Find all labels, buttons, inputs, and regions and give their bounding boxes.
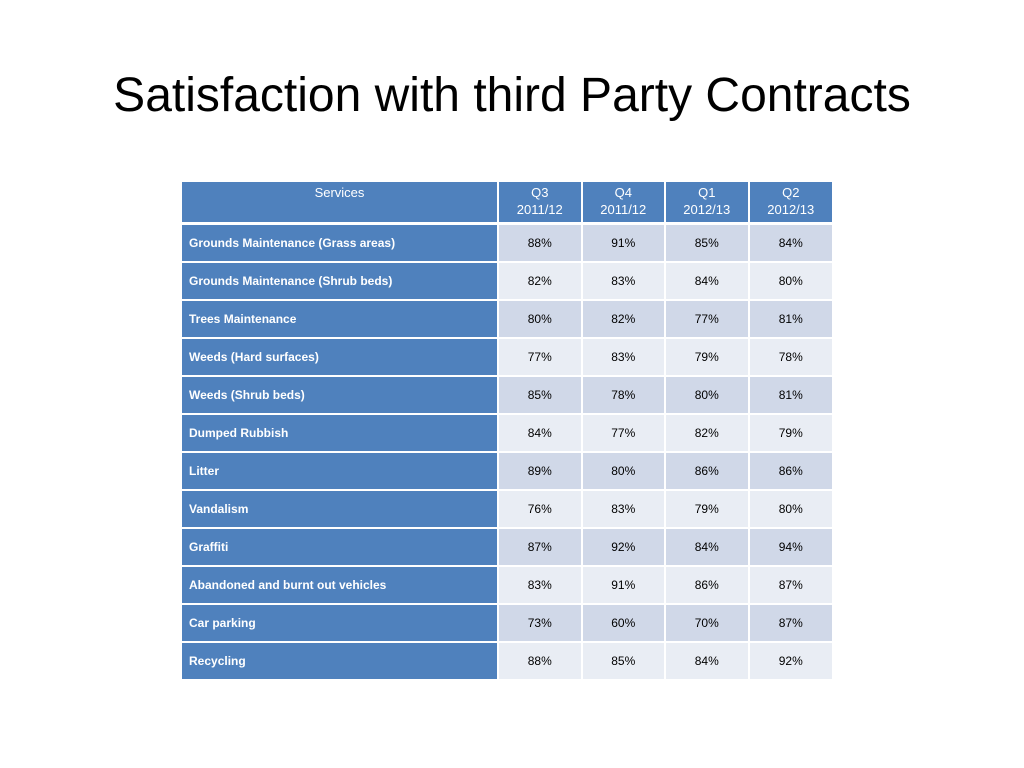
table-row: Recycling 88% 85% 84% 92% bbox=[182, 642, 832, 681]
value-cell: 80% bbox=[665, 376, 750, 415]
value-cell: 82% bbox=[581, 300, 666, 339]
value-cell: 94% bbox=[748, 528, 832, 567]
value-cell: 80% bbox=[748, 490, 832, 529]
header-quarter: Q2 2012/13 bbox=[748, 182, 832, 225]
table-row: Car parking 73% 60% 70% 87% bbox=[182, 604, 832, 643]
value-cell: 88% bbox=[498, 223, 583, 263]
header-quarter: Q1 2012/13 bbox=[665, 182, 750, 225]
value-cell: 87% bbox=[498, 528, 583, 567]
value-cell: 80% bbox=[581, 452, 666, 491]
value-cell: 84% bbox=[665, 528, 750, 567]
value-cell: 77% bbox=[498, 338, 583, 377]
service-cell: Dumped Rubbish bbox=[182, 414, 499, 453]
header-quarter-label: Q4 bbox=[614, 185, 632, 200]
value-cell: 70% bbox=[665, 604, 750, 643]
service-cell: Recycling bbox=[182, 642, 499, 681]
value-cell: 80% bbox=[498, 300, 583, 339]
table-row: Weeds (Hard surfaces) 77% 83% 79% 78% bbox=[182, 338, 832, 377]
value-cell: 85% bbox=[498, 376, 583, 415]
value-cell: 86% bbox=[665, 452, 750, 491]
value-cell: 84% bbox=[665, 642, 750, 681]
value-cell: 88% bbox=[498, 642, 583, 681]
service-cell: Grounds Maintenance (Grass areas) bbox=[182, 223, 499, 263]
value-cell: 86% bbox=[665, 566, 750, 605]
service-cell: Grounds Maintenance (Shrub beds) bbox=[182, 262, 499, 301]
value-cell: 83% bbox=[581, 490, 666, 529]
value-cell: 86% bbox=[748, 452, 832, 491]
table-row: Dumped Rubbish 84% 77% 82% 79% bbox=[182, 414, 832, 453]
value-cell: 78% bbox=[748, 338, 832, 377]
value-cell: 60% bbox=[581, 604, 666, 643]
table-row: Trees Maintenance 80% 82% 77% 81% bbox=[182, 300, 832, 339]
value-cell: 84% bbox=[498, 414, 583, 453]
table-row: Grounds Maintenance (Shrub beds) 82% 83% 84… bbox=[182, 262, 832, 301]
value-cell: 92% bbox=[581, 528, 666, 567]
header-quarter: Q3 2011/12 bbox=[498, 182, 583, 225]
service-cell: Weeds (Shrub beds) bbox=[182, 376, 499, 415]
value-cell: 87% bbox=[748, 566, 832, 605]
header-quarter: Q4 2011/12 bbox=[581, 182, 666, 225]
value-cell: 81% bbox=[748, 300, 832, 339]
value-cell: 91% bbox=[581, 566, 666, 605]
value-cell: 84% bbox=[665, 262, 750, 301]
header-quarter-year: 2011/12 bbox=[516, 202, 563, 217]
table-header-row: Services Q3 2011/12 Q4 2011/12 Q1 2012/1… bbox=[182, 182, 832, 225]
table-row: Weeds (Shrub beds) 85% 78% 80% 81% bbox=[182, 376, 832, 415]
satisfaction-table: Services Q3 2011/12 Q4 2011/12 Q1 2012/1… bbox=[182, 182, 832, 681]
table-row: Graffiti 87% 92% 84% 94% bbox=[182, 528, 832, 567]
value-cell: 92% bbox=[748, 642, 832, 681]
value-cell: 84% bbox=[748, 223, 832, 263]
value-cell: 79% bbox=[665, 338, 750, 377]
value-cell: 85% bbox=[581, 642, 666, 681]
header-quarter-year: 2012/13 bbox=[683, 202, 731, 217]
value-cell: 73% bbox=[498, 604, 583, 643]
header-quarter-year: 2012/13 bbox=[767, 202, 815, 217]
value-cell: 82% bbox=[498, 262, 583, 301]
value-cell: 78% bbox=[581, 376, 666, 415]
value-cell: 83% bbox=[581, 262, 666, 301]
service-cell: Graffiti bbox=[182, 528, 499, 567]
value-cell: 83% bbox=[498, 566, 583, 605]
table-row: Litter 89% 80% 86% 86% bbox=[182, 452, 832, 491]
header-quarter-label: Q2 bbox=[782, 185, 800, 200]
service-cell: Vandalism bbox=[182, 490, 499, 529]
service-cell: Weeds (Hard surfaces) bbox=[182, 338, 499, 377]
value-cell: 91% bbox=[581, 223, 666, 263]
service-cell: Car parking bbox=[182, 604, 499, 643]
value-cell: 89% bbox=[498, 452, 583, 491]
service-cell: Trees Maintenance bbox=[182, 300, 499, 339]
value-cell: 81% bbox=[748, 376, 832, 415]
table-row: Abandoned and burnt out vehicles 83% 91% 86… bbox=[182, 566, 832, 605]
value-cell: 82% bbox=[665, 414, 750, 453]
value-cell: 79% bbox=[748, 414, 832, 453]
value-cell: 79% bbox=[665, 490, 750, 529]
service-cell: Litter bbox=[182, 452, 499, 491]
slide-title: Satisfaction with third Party Contracts bbox=[113, 69, 911, 122]
value-cell: 87% bbox=[748, 604, 832, 643]
table-body: Grounds Maintenance (Grass areas) 88% 91% 8… bbox=[182, 223, 832, 681]
table-row: Grounds Maintenance (Grass areas) 88% 91% 8… bbox=[182, 223, 832, 263]
table-row: Vandalism 76% 83% 79% 80% bbox=[182, 490, 832, 529]
value-cell: 80% bbox=[748, 262, 832, 301]
value-cell: 83% bbox=[581, 338, 666, 377]
header-quarter-label: Q1 bbox=[698, 185, 716, 200]
value-cell: 85% bbox=[665, 223, 750, 263]
header-services: Services bbox=[182, 182, 499, 225]
value-cell: 77% bbox=[665, 300, 750, 339]
value-cell: 77% bbox=[581, 414, 666, 453]
service-cell: Abandoned and burnt out vehicles bbox=[182, 566, 499, 605]
header-quarter-label: Q3 bbox=[531, 185, 549, 200]
value-cell: 76% bbox=[498, 490, 583, 529]
header-quarter-year: 2011/12 bbox=[600, 202, 647, 217]
